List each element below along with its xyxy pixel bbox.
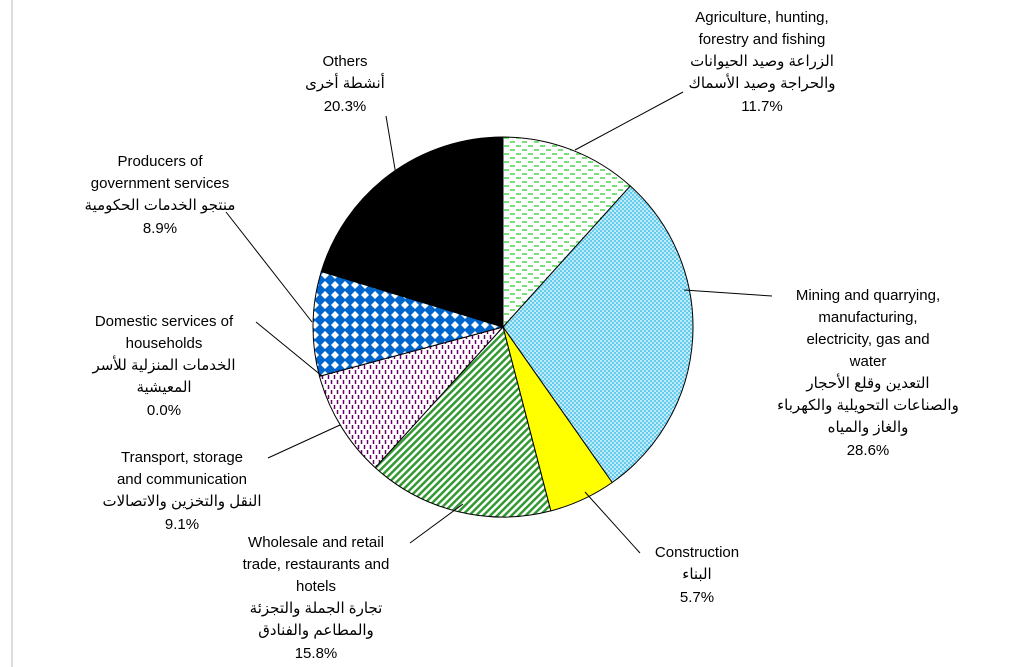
arabic-label: البناء <box>682 566 711 583</box>
arabic-label: والصناعات التحويلية والكهرباء <box>777 397 959 414</box>
label-line: households <box>126 335 203 352</box>
value-label: 28.6% <box>847 442 890 459</box>
arabic-label: والغاز والمياه <box>828 419 909 436</box>
leader-line <box>584 491 641 554</box>
slice-label: Domestic services of households <box>95 313 234 352</box>
leader-line <box>225 211 313 323</box>
label-line: Others <box>322 53 367 70</box>
label-line: Construction <box>655 544 739 561</box>
label-line: manufacturing, <box>818 309 917 326</box>
arabic-label: تجارة الجملة والتجزئة <box>250 600 383 617</box>
value-label: 8.9% <box>143 220 177 237</box>
leader-line <box>409 503 464 544</box>
arabic-label: المعيشية <box>136 379 191 396</box>
slice-label: Producers of government services <box>91 153 229 192</box>
label-line: Transport, storage <box>121 449 243 466</box>
arabic-label: الزراعة وصيد الحيوانات <box>690 53 834 70</box>
label-line: and communication <box>117 471 247 488</box>
slice-label: Agriculture, hunting, forestry and fishin… <box>695 9 828 48</box>
slice-label: Others <box>322 53 367 70</box>
pie-slice <box>320 136 504 328</box>
label-line: government services <box>91 175 229 192</box>
arabic-label: والمطاعم والفنادق <box>258 622 374 639</box>
value-label: 0.0% <box>147 402 181 419</box>
pie-slice <box>318 326 505 469</box>
value-label: 5.7% <box>680 589 714 606</box>
value-label: 20.3% <box>324 98 367 115</box>
label-line: electricity, gas and <box>806 331 929 348</box>
pie-slice <box>502 136 632 329</box>
leader-line <box>574 91 684 151</box>
leader-line <box>385 115 397 176</box>
arabic-label: الخدمات المنزلية للأسر <box>91 355 235 374</box>
arabic-label: والحراجة وصيد الأسماك <box>688 73 835 92</box>
value-label: 11.7% <box>741 98 782 115</box>
label-line: Producers of <box>117 153 203 170</box>
arabic-label: النقل والتخزين والاتصالات <box>102 493 261 510</box>
leader-line <box>255 321 323 377</box>
arabic-label: منتجو الخدمات الحكومية <box>85 197 236 214</box>
label-line: water <box>849 353 887 370</box>
slice-label: Construction <box>655 544 739 561</box>
slice-label: Mining and quarrying, manufacturing, elect… <box>796 287 940 370</box>
pie-slice <box>374 325 552 518</box>
arabic-label: أنشطة أخرى <box>305 73 385 92</box>
slice-label: Wholesale and retail trade, restaurants a… <box>243 534 390 595</box>
value-label: 15.8% <box>295 645 338 662</box>
leader-line <box>683 289 773 297</box>
value-label: 9.1% <box>165 516 199 533</box>
label-line: trade, restaurants and <box>243 556 390 573</box>
arabic-label: التعدين وقلع الأحجار <box>805 373 929 392</box>
slice-label: Transport, storage and communication <box>117 449 247 488</box>
label-line: hotels <box>296 578 336 595</box>
label-line: Agriculture, hunting, <box>695 9 828 26</box>
label-line: Wholesale and retail <box>248 534 384 551</box>
pie-slice <box>502 185 694 484</box>
label-line: Mining and quarrying, <box>796 287 940 304</box>
leader-line <box>267 424 341 459</box>
label-line: Domestic services of <box>95 313 234 330</box>
label-line: forestry and fishing <box>699 31 826 48</box>
